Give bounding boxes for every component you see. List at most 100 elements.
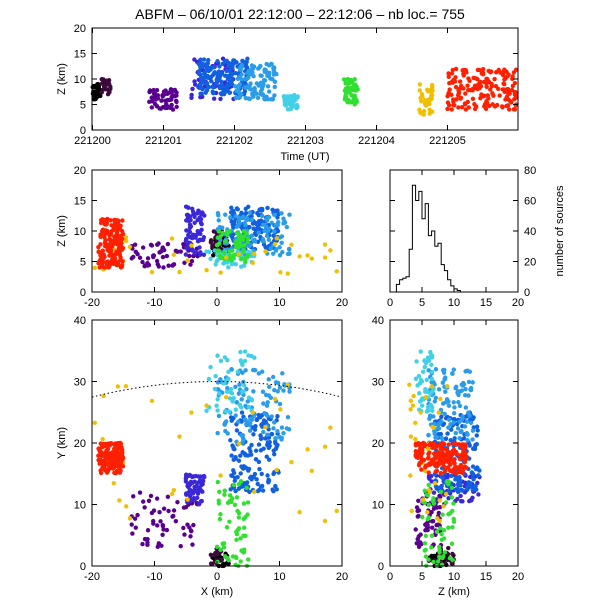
source-point (421, 369, 426, 375)
source-point (275, 215, 280, 220)
source-point (129, 522, 134, 527)
source-point (243, 259, 248, 264)
source-point (436, 426, 442, 431)
source-point (449, 473, 454, 479)
z-y-ytick-label: 40 (372, 315, 384, 327)
source-point (449, 485, 455, 490)
source-point (432, 480, 438, 486)
source-point (235, 230, 240, 235)
source-point (429, 525, 435, 530)
histogram-xtick-label: 0 (387, 297, 393, 309)
source-point (413, 376, 419, 382)
source-point (96, 249, 101, 254)
source-point (237, 382, 242, 387)
source-point (145, 528, 151, 533)
source-point (452, 436, 457, 441)
histogram-step-line (390, 184, 518, 293)
source-point (467, 498, 472, 504)
source-point (439, 419, 444, 424)
source-point (242, 358, 248, 364)
source-point (222, 239, 228, 244)
source-point (242, 349, 248, 354)
source-point (446, 512, 451, 517)
source-point (481, 94, 486, 99)
source-point (109, 253, 114, 258)
source-point (289, 460, 294, 465)
z-y-ytick-label: 10 (372, 500, 384, 512)
source-point (289, 242, 294, 247)
source-point (222, 379, 228, 384)
source-point (213, 262, 218, 267)
source-point (416, 513, 421, 519)
source-point (497, 93, 502, 98)
source-point (160, 532, 165, 537)
source-point (236, 252, 242, 257)
source-point (434, 468, 440, 474)
source-point (127, 516, 133, 521)
source-point (119, 264, 125, 269)
source-point (269, 220, 274, 226)
source-point (244, 230, 249, 236)
source-point (192, 220, 197, 226)
source-point (137, 490, 143, 495)
source-point (235, 474, 240, 480)
histogram-marks (390, 184, 518, 293)
source-point (171, 487, 177, 493)
source-point (427, 101, 432, 107)
x-z-xtick-label: 0 (214, 297, 220, 309)
source-point (242, 77, 248, 82)
source-point (230, 399, 235, 404)
source-point (189, 95, 194, 100)
source-point (429, 353, 434, 358)
source-point (280, 371, 285, 376)
source-point (244, 485, 249, 490)
source-point (456, 399, 461, 405)
source-point (186, 218, 192, 223)
source-point (426, 357, 432, 363)
source-point (215, 397, 220, 402)
source-point (142, 505, 147, 510)
source-point (270, 487, 275, 492)
source-point (451, 457, 456, 463)
source-point (188, 224, 194, 229)
source-point (430, 457, 435, 463)
source-point (221, 545, 227, 550)
source-point (96, 453, 101, 458)
source-point (233, 84, 238, 89)
source-point (441, 504, 446, 509)
source-point (268, 246, 274, 251)
source-point (192, 251, 197, 256)
source-point (215, 479, 221, 485)
source-point (476, 492, 481, 497)
source-point (451, 99, 456, 105)
source-point (158, 249, 163, 255)
source-point (438, 489, 444, 495)
time-height-ytick-label: 15 (74, 49, 86, 61)
source-point (258, 80, 264, 86)
source-point (272, 93, 277, 98)
source-point (265, 432, 270, 437)
z-y-xlabel: Z (km) (438, 586, 470, 598)
source-point (156, 241, 161, 246)
source-point (265, 473, 270, 478)
source-point (157, 509, 162, 515)
source-point (161, 265, 166, 270)
source-point (145, 540, 150, 545)
source-point (451, 447, 457, 453)
source-point (216, 218, 221, 223)
source-point (185, 246, 190, 252)
source-point (429, 384, 434, 389)
source-point (284, 426, 290, 431)
x-y-xtick-label: 10 (273, 571, 285, 583)
source-point (130, 531, 135, 536)
x-z-ytick-label: 10 (74, 226, 86, 238)
source-point (230, 554, 236, 559)
source-point (197, 215, 202, 220)
source-point (229, 367, 234, 372)
source-point (229, 453, 234, 458)
source-point (254, 417, 259, 423)
source-point (420, 450, 425, 456)
source-point (266, 73, 272, 78)
source-point (428, 413, 433, 419)
